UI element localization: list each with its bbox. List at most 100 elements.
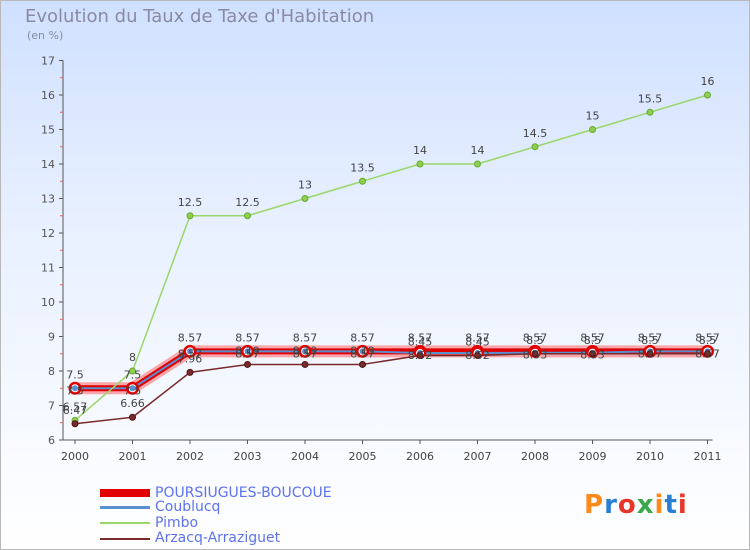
series-point-coublucq (71, 384, 79, 393)
x-tick-label: 2000 (61, 450, 89, 463)
data-label-coublucq: 8.57 (293, 347, 318, 360)
legend-label-pimbo: Pimbo (155, 515, 199, 531)
data-label-pimbo: 13.5 (350, 161, 375, 174)
y-tick-label: 14 (41, 158, 55, 171)
y-tick-label: 13 (41, 193, 55, 206)
series-point-pimbo (704, 91, 711, 99)
series-point-pimbo (416, 160, 424, 168)
data-label-coublucq: 8.57 (350, 347, 375, 360)
series-point-arzacq-arraziguet (71, 420, 79, 428)
data-label-pimbo: 15 (586, 110, 600, 123)
data-label-poursiugues-boucoue: 8.57 (695, 331, 720, 344)
legend-label-poursiugues-boucoue: POURSIUGUES-BOUCOUE (155, 485, 332, 501)
series-point-arzacq-arraziguet (646, 350, 654, 358)
x-tick-label: 2001 (119, 450, 147, 463)
series-point-arzacq-arraziguet (589, 350, 596, 358)
data-label-coublucq: 8.57 (178, 347, 203, 360)
y-tick-label: 11 (41, 262, 55, 275)
data-label-coublucq: 7.5 (124, 384, 142, 397)
data-label-poursiugues-boucoue: 8.57 (465, 331, 490, 344)
data-label-pimbo: 14 (413, 144, 427, 157)
series-point-coublucq (358, 347, 367, 356)
data-label-arzacq-arraziguet: 8.5 (584, 334, 602, 347)
series-point-pimbo (129, 367, 136, 375)
legend-swatch-arzacq-arraziguet (100, 538, 150, 540)
series-line-pimbo (74, 94, 708, 421)
data-label-pimbo: 16 (701, 75, 715, 88)
series-point-arzacq-arraziguet (359, 360, 366, 368)
data-label-poursiugues-boucoue: 8.57 (293, 331, 318, 344)
data-label-arzacq-arraziguet: 6.47 (63, 404, 88, 417)
series-point-pimbo (186, 212, 194, 220)
chart-title: Evolution du Taux de Taxe d'Habitation (25, 6, 375, 27)
x-tick-label: 2004 (291, 450, 319, 463)
x-tick-label: 2007 (464, 450, 492, 463)
legend-label-coublucq: Coublucq (155, 499, 221, 515)
data-label-arzacq-arraziguet: 8.19 (350, 344, 375, 357)
y-tick-label: 16 (41, 89, 55, 102)
series-point-coublucq (301, 347, 309, 356)
series-point-coublucq (186, 347, 194, 356)
y-tick-label: 8 (48, 365, 55, 378)
data-label-poursiugues-boucoue: 8.57 (408, 331, 433, 344)
x-tick-label: 2011 (694, 450, 722, 463)
data-label-poursiugues-boucoue: 8.57 (638, 331, 663, 344)
series-point-pimbo (474, 160, 481, 168)
series-point-arzacq-arraziguet (186, 368, 194, 376)
data-label-arzacq-arraziguet: 7.96 (178, 352, 203, 365)
series-point-coublucq (128, 384, 137, 393)
data-label-poursiugues-boucoue: 8.57 (523, 331, 548, 344)
y-tick-label: 15 (41, 124, 55, 137)
series-point-pimbo (646, 108, 654, 116)
y-tick-label: 17 (41, 55, 55, 68)
data-label-pimbo: 13 (298, 179, 312, 192)
x-tick-label: 2006 (406, 450, 434, 463)
data-label-pimbo: 6.57 (63, 400, 88, 413)
series-point-arzacq-arraziguet (474, 351, 481, 359)
data-label-coublucq: 8.57 (638, 347, 663, 360)
data-label-pimbo: 12.5 (235, 196, 260, 209)
series-point-arzacq-arraziguet (244, 360, 251, 368)
x-tick-label: 2010 (636, 450, 664, 463)
legend-swatch-pimbo (100, 522, 150, 524)
data-label-arzacq-arraziguet: 6.66 (120, 397, 145, 410)
y-tick-label: 12 (41, 227, 55, 240)
series-point-arzacq-arraziguet (704, 350, 711, 358)
x-tick-label: 2005 (349, 450, 377, 463)
y-tick-label: 6 (48, 434, 55, 447)
x-tick-label: 2008 (521, 450, 549, 463)
chart-unit-label: (en %) (27, 29, 64, 42)
data-label-arzacq-arraziguet: 8.45 (408, 335, 433, 348)
series-point-arzacq-arraziguet (531, 350, 539, 358)
series-point-pimbo (244, 212, 251, 220)
data-label-arzacq-arraziguet: 8.45 (465, 335, 490, 348)
series-line-arzacq-arraziguet (74, 353, 708, 425)
data-label-arzacq-arraziguet: 8.19 (293, 344, 318, 357)
data-label-coublucq: 8.53 (523, 349, 548, 362)
y-tick-label: 7 (48, 400, 55, 413)
proxiti-logo: Proxiti (584, 490, 688, 520)
data-label-coublucq: 7.5 (66, 384, 84, 397)
series-point-coublucq (243, 347, 252, 356)
y-tick-label: 10 (41, 296, 55, 309)
series-point-pimbo (589, 126, 596, 133)
y-tick-label: 9 (48, 331, 55, 344)
legend-swatch-coublucq (100, 506, 150, 509)
data-label-poursiugues-boucoue: 8.57 (580, 331, 605, 344)
data-label-arzacq-arraziguet: 8.19 (235, 344, 260, 357)
x-tick-label: 2002 (176, 450, 204, 463)
x-tick-label: 2009 (579, 450, 607, 463)
series-point-arzacq-arraziguet (416, 351, 424, 359)
data-label-poursiugues-boucoue: 8.57 (235, 331, 260, 344)
series-point-arzacq-arraziguet (301, 360, 309, 368)
data-label-pimbo: 15.5 (638, 92, 663, 105)
data-label-coublucq: 8.53 (580, 349, 605, 362)
data-label-poursiugues-boucoue: 7.5 (66, 368, 84, 381)
data-label-arzacq-arraziguet: 8.5 (526, 334, 544, 347)
data-label-pimbo: 8 (129, 351, 136, 364)
series-point-arzacq-arraziguet (129, 413, 136, 421)
data-label-pimbo: 14.5 (523, 127, 548, 140)
series-line-poursiugues-boucoue-glow (75, 345, 708, 395)
series-point-pimbo (301, 195, 309, 202)
